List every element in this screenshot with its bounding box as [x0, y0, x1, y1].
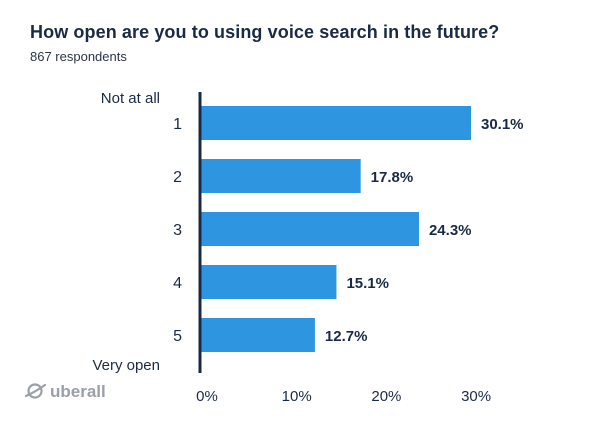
- x-tick-label-0: 0%: [196, 388, 218, 405]
- category-label-4: 4: [173, 275, 182, 292]
- category-label-1: 1: [173, 116, 182, 133]
- data-label-4: 15.1%: [346, 275, 389, 292]
- scale-top-label: Not at all: [101, 90, 160, 107]
- data-label-5: 12.7%: [325, 328, 368, 345]
- bar-2: [201, 159, 361, 193]
- chart-title: How open are you to using voice search i…: [30, 22, 500, 42]
- data-label-3: 24.3%: [429, 222, 472, 239]
- chart-subtitle: 867 respondents: [30, 49, 127, 64]
- category-label-3: 3: [173, 222, 182, 239]
- category-label-5: 5: [173, 328, 182, 345]
- data-label-2: 17.8%: [371, 169, 414, 186]
- x-tick-label-10: 10%: [282, 388, 312, 405]
- category-label-2: 2: [173, 169, 182, 186]
- data-label-1: 30.1%: [481, 116, 524, 133]
- planet-icon: [24, 383, 47, 399]
- bar-1: [201, 106, 471, 140]
- bar-5: [201, 318, 315, 352]
- x-tick-label-30: 30%: [461, 388, 491, 405]
- x-tick-label-20: 20%: [371, 388, 401, 405]
- bar-3: [201, 212, 419, 246]
- uberall-logo: uberall: [24, 382, 106, 401]
- scale-bottom-label: Very open: [92, 357, 160, 374]
- logo-text: uberall: [50, 382, 106, 401]
- bar-4: [201, 265, 337, 299]
